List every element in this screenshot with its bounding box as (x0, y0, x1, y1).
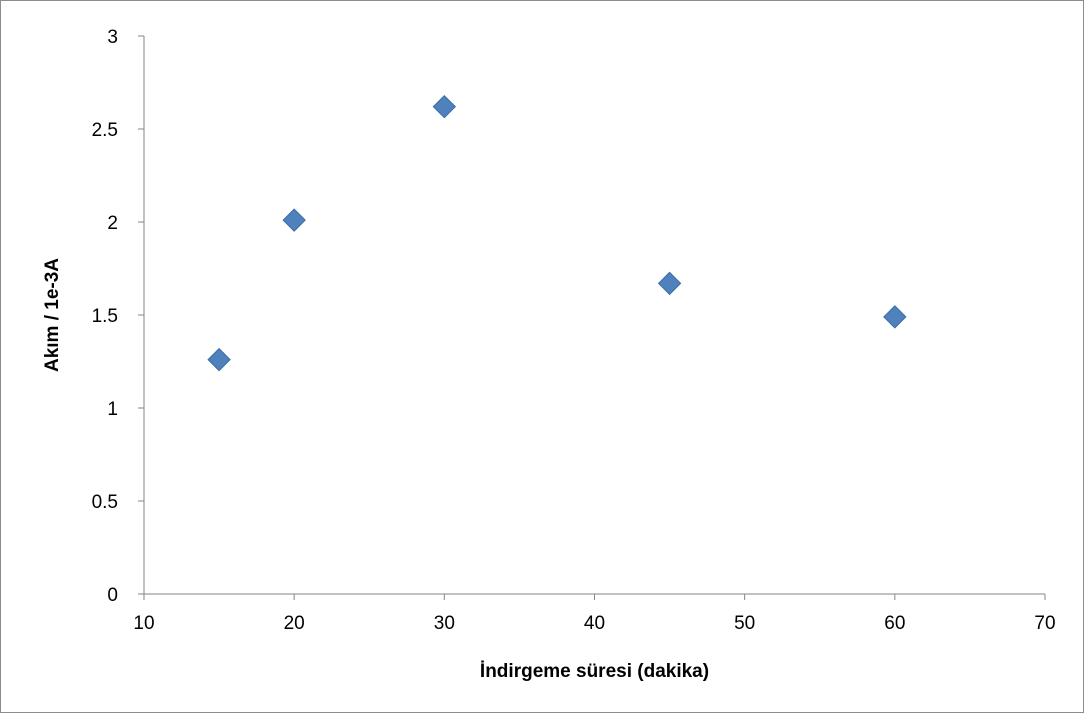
y-tick-label: 0 (107, 585, 118, 606)
x-tick-label: 20 (284, 613, 305, 634)
x-tick-label: 60 (884, 613, 905, 634)
x-tick-label: 10 (133, 613, 154, 634)
y-axis-title: Akım / 1e-3A (42, 258, 63, 372)
x-tick-label: 30 (434, 613, 455, 634)
y-tick-label: 2 (107, 213, 118, 234)
x-tick-label: 40 (584, 613, 605, 634)
x-tick-labels: 10 20 30 40 50 60 70 (133, 613, 1055, 634)
x-tick-label: 70 (1034, 613, 1055, 634)
data-point (207, 347, 231, 372)
y-tick-label: 2.5 (92, 120, 118, 141)
x-tick-label: 50 (734, 613, 755, 634)
tick-marks (138, 35, 1046, 600)
y-tick-labels: 0 0.5 1 1.5 2 2.5 3 (92, 27, 118, 606)
data-point (657, 271, 682, 296)
data-points (207, 94, 907, 372)
y-tick-label: 1 (107, 399, 118, 420)
data-point (432, 94, 457, 119)
x-axis-title: İndirgeme süresi (dakika) (480, 661, 709, 682)
y-tick-label: 3 (107, 27, 118, 48)
y-tick-label: 0.5 (92, 492, 118, 513)
data-point (282, 208, 306, 232)
data-point (883, 305, 907, 329)
axes (143, 36, 1045, 595)
y-tick-label: 1.5 (92, 306, 118, 327)
